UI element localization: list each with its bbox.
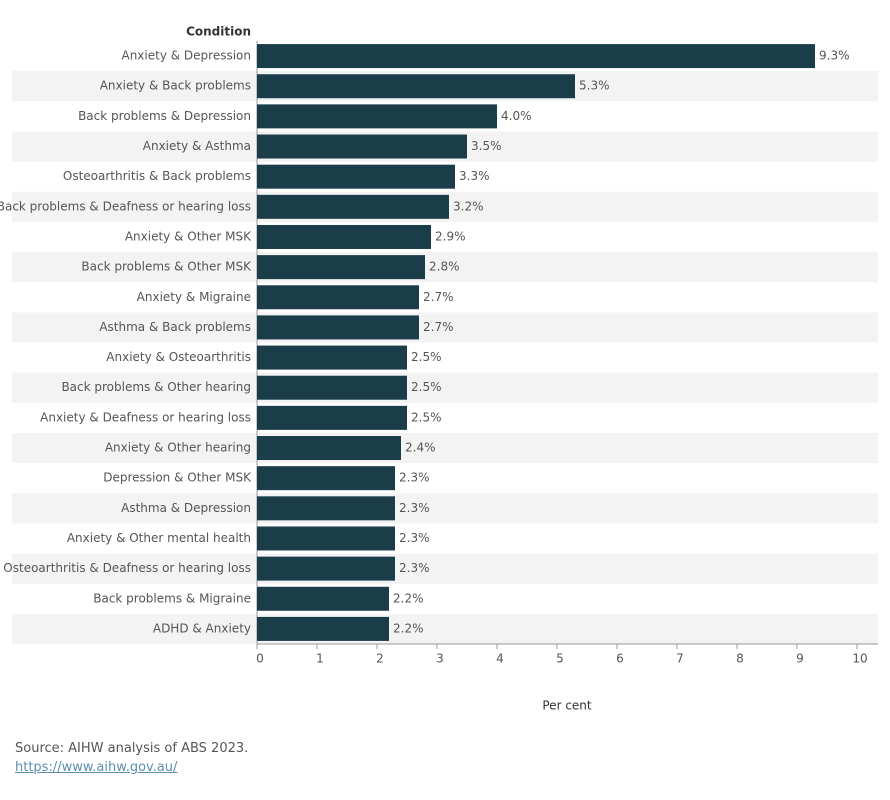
bar (257, 345, 407, 370)
bar (257, 315, 419, 340)
y-tick-label: Depression & Other MSK (103, 471, 252, 485)
value-label: 3.2% (453, 199, 484, 213)
value-label: 2.7% (423, 290, 454, 304)
x-tick-label: 10 (852, 652, 867, 666)
y-tick-label: Back problems & Other MSK (81, 260, 252, 274)
source: Source: AIHW analysis of ABS 2023. (15, 741, 249, 756)
x-tick-label: 4 (496, 652, 504, 666)
row-stripe (12, 493, 878, 524)
y-tick-label: Asthma & Back problems (99, 320, 251, 334)
bar (257, 556, 395, 581)
y-tick-label: Anxiety & Other mental health (67, 531, 251, 545)
chart: Condition Per cent 0 1 2 3 4 5 6 7 8 9 10 Anxiety &… (0, 25, 878, 713)
row-stripe (12, 553, 878, 584)
y-tick-label: Back problems & Other hearing (61, 380, 251, 394)
value-label: 2.7% (423, 320, 454, 334)
x-tick-label: 8 (736, 652, 744, 666)
value-label: 2.8% (429, 260, 460, 274)
row-stripe (12, 372, 878, 403)
value-label: 2.5% (411, 410, 442, 424)
y-tick-label: Anxiety & Other hearing (105, 441, 251, 455)
bar (257, 194, 449, 219)
value-label: 2.3% (399, 501, 430, 515)
bar (257, 586, 389, 611)
bar (257, 44, 815, 69)
y-tick-label: Anxiety & Migraine (137, 290, 251, 304)
bar (257, 74, 575, 99)
y-tick-label: Anxiety & Deafness or hearing loss (40, 410, 251, 424)
x-tick-label: 3 (436, 652, 444, 666)
x-tick-label: 2 (376, 652, 384, 666)
value-label: 2.3% (399, 531, 430, 545)
y-tick-label: Anxiety & Osteoarthritis (106, 350, 251, 364)
value-label: 9.3% (819, 49, 850, 63)
bar (257, 285, 419, 310)
bar (257, 466, 395, 491)
value-label: 4.0% (501, 109, 532, 123)
value-label: 2.9% (435, 229, 466, 243)
y-tick-label: Back problems & Migraine (93, 591, 251, 605)
bar (257, 164, 455, 189)
bar (257, 526, 395, 551)
bar (257, 224, 431, 249)
value-label: 2.3% (399, 561, 430, 575)
y-tick-label: Back problems & Depression (78, 109, 251, 123)
bar (257, 134, 467, 159)
y-tick-label: Osteoarthritis & Back problems (63, 169, 251, 183)
y-tick-label: Anxiety & Asthma (143, 139, 251, 153)
bar (257, 616, 389, 641)
y-tick-label: ADHD & Anxiety (153, 621, 251, 635)
y-tick-label: Anxiety & Back problems (100, 79, 251, 93)
row-stripe (12, 613, 878, 644)
x-axis-title: Per cent (542, 699, 592, 713)
bar (257, 496, 395, 521)
x-tick-label: 7 (676, 652, 684, 666)
value-label: 5.3% (579, 79, 610, 93)
row-stripe (12, 252, 878, 283)
y-tick-label: Asthma & Depression (121, 501, 251, 515)
x-tick-label: 5 (556, 652, 564, 666)
y-tick-label: Osteoarthritis & Deafness or hearing los… (3, 561, 251, 575)
bar (257, 255, 425, 280)
value-label: 2.3% (399, 471, 430, 485)
value-label: 3.5% (471, 139, 502, 153)
source-link[interactable]: https://www.aihw.gov.au/ (15, 760, 178, 775)
bar (257, 436, 401, 461)
value-label: 2.2% (393, 591, 424, 605)
bar (257, 375, 407, 400)
value-label: 2.5% (411, 380, 442, 394)
row-stripe (12, 432, 878, 464)
x-tick-label: 6 (616, 652, 624, 666)
x-tick-label: 1 (316, 652, 324, 666)
y-tick-label: Anxiety & Other MSK (125, 229, 252, 243)
value-label: 2.5% (411, 350, 442, 364)
value-label: 3.3% (459, 169, 490, 183)
row-stripe (12, 312, 878, 343)
bar (257, 405, 407, 430)
value-label: 2.2% (393, 621, 424, 635)
y-tick-label: Back problems & Deafness or hearing loss (0, 199, 251, 213)
x-tick-label: 0 (256, 652, 264, 666)
value-label: 2.4% (405, 441, 436, 455)
y-axis-title: Condition (186, 25, 251, 39)
y-tick-label: Anxiety & Depression (121, 49, 251, 63)
bar (257, 104, 497, 129)
x-tick-label: 9 (796, 652, 804, 666)
